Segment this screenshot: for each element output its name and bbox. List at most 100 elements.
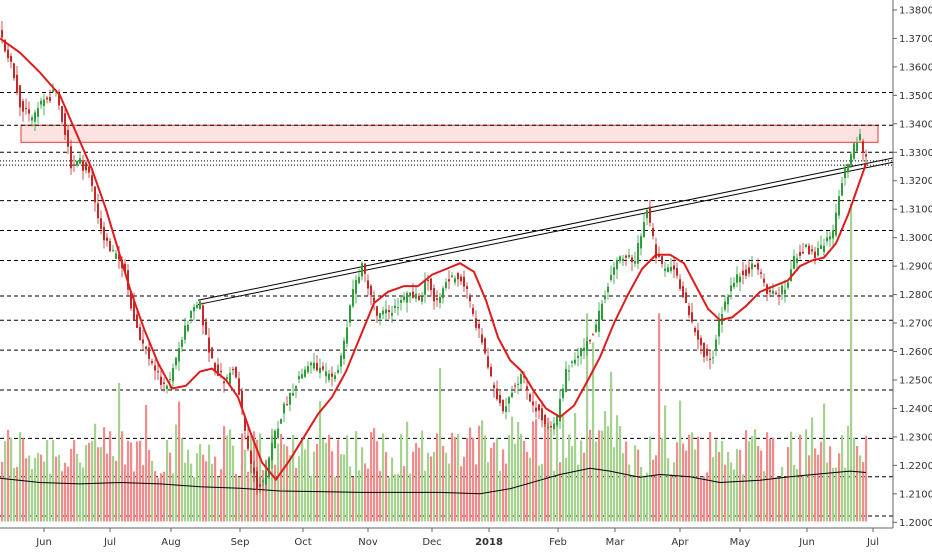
volume-bar (379, 471, 382, 522)
candle-body (538, 404, 540, 411)
volume-bar (541, 463, 544, 522)
volume-bar (478, 425, 481, 522)
candle-body (172, 367, 174, 382)
volume-bar (724, 464, 727, 522)
volume-bar (664, 405, 667, 522)
candle-body (361, 263, 363, 277)
candle-body (841, 183, 843, 196)
volume-bar (700, 478, 703, 522)
y-tick-label: 1.28000 (899, 290, 932, 301)
candle-body (826, 237, 828, 242)
volume-bar (673, 462, 676, 522)
volume-bar (817, 454, 820, 522)
volume-bar (1, 461, 4, 522)
candle-body (628, 255, 630, 258)
candle-body (25, 108, 27, 110)
volume-bar (409, 473, 412, 522)
volume-bar (748, 441, 751, 522)
candle-body (163, 382, 165, 384)
volume-bar (154, 471, 157, 522)
candle-body (280, 418, 282, 424)
candle-body (424, 280, 426, 295)
candle-body (37, 108, 39, 117)
volume-bar (652, 459, 655, 522)
candle-body (499, 394, 501, 404)
candle-body (829, 236, 831, 240)
volume-bar (286, 446, 289, 522)
candle-body (694, 328, 696, 333)
volume-bar (133, 471, 136, 522)
candles-layer (1, 21, 867, 495)
candle-body (742, 270, 744, 275)
volume-bar (169, 452, 172, 522)
volume-bar (592, 342, 595, 522)
volume-bar (241, 433, 244, 522)
candle-body (799, 251, 801, 256)
volume-bar (322, 438, 325, 522)
candle-body (697, 330, 699, 340)
volume-bar (769, 438, 772, 522)
volume-bar (622, 453, 625, 522)
candle-body (604, 295, 606, 300)
candle-body (274, 430, 276, 449)
candle-body (391, 312, 393, 316)
y-tick-label: 1.27000 (899, 319, 932, 330)
candle-body (709, 358, 711, 361)
candle-body (664, 268, 666, 271)
candle-body (595, 324, 597, 332)
candle-body (265, 470, 267, 485)
candle-body (130, 291, 132, 309)
volume-bar (100, 447, 103, 522)
volume-bar (496, 438, 499, 522)
candle-body (514, 385, 516, 387)
volume-bar (55, 456, 58, 522)
volume-bar (214, 456, 217, 522)
volume-bar (136, 441, 139, 522)
volume-bar (175, 424, 178, 522)
candle-body (412, 291, 414, 298)
volume-bar (319, 401, 322, 522)
volume-bar (697, 436, 700, 522)
volume-bar (307, 439, 310, 522)
y-tick-label: 1.23000 (899, 432, 932, 443)
volume-bar (370, 432, 373, 522)
candle-body (247, 435, 249, 449)
volume-bar (706, 472, 709, 522)
candle-body (526, 386, 528, 391)
candle-body (685, 292, 687, 303)
candle-body (727, 296, 729, 305)
volume-bar (793, 464, 796, 522)
volume-bar (415, 442, 418, 522)
candle-body (40, 100, 42, 105)
volume-bar (784, 477, 787, 522)
volume-bar (682, 443, 685, 522)
candle-body (106, 237, 108, 241)
moving-average-line (0, 37, 867, 482)
candle-body (481, 334, 483, 343)
candle-body (511, 392, 513, 398)
volume-bar (820, 441, 823, 522)
volume-bar (112, 456, 115, 522)
candle-body (397, 307, 399, 309)
volume-bar (394, 474, 397, 522)
volume-bar (121, 431, 124, 522)
y-tick-label: 1.30000 (899, 233, 932, 244)
candle-body (187, 324, 189, 331)
candle-body (406, 292, 408, 303)
candle-body (754, 264, 756, 267)
volume-bar (838, 453, 841, 522)
y-tick-label: 1.26000 (899, 347, 932, 358)
candle-body (778, 294, 780, 296)
candle-body (67, 130, 69, 147)
volume-bar (454, 437, 457, 522)
volume-bar (289, 455, 292, 522)
y-tick-label: 1.20000 (899, 518, 932, 529)
volume-bar (814, 448, 817, 522)
volume-bar (163, 471, 166, 522)
volume-bar (316, 443, 319, 522)
volume-bar (118, 382, 121, 522)
volume-bar (160, 473, 163, 522)
candle-body (343, 340, 345, 359)
